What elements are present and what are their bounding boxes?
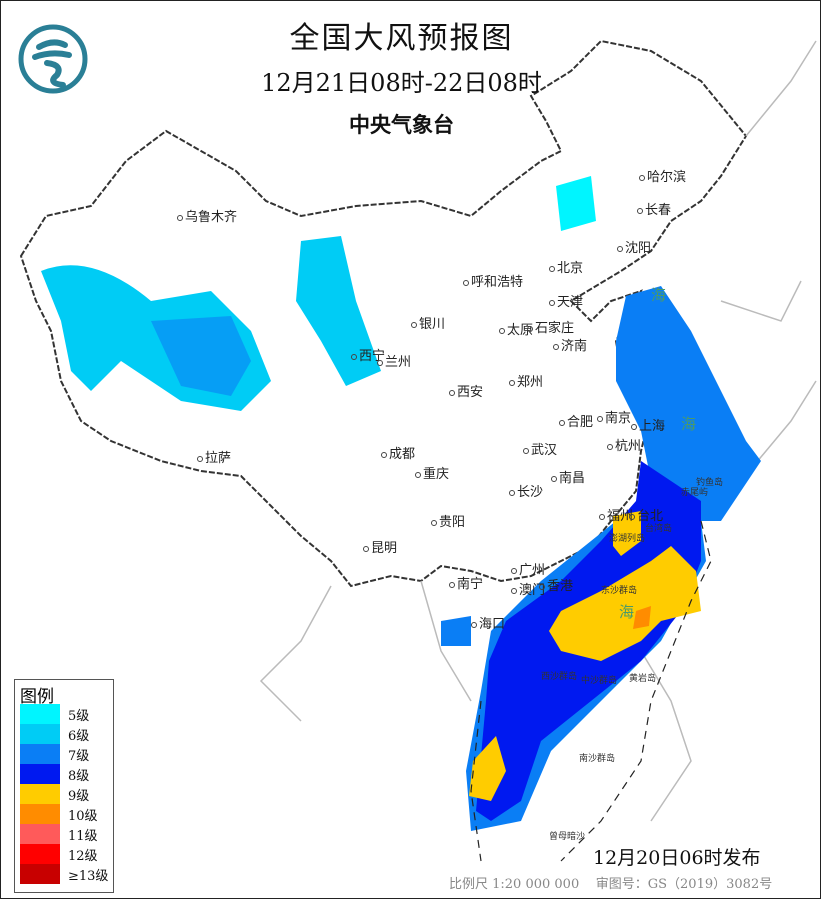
city-label: 长春: [637, 199, 671, 218]
legend-swatch: [20, 864, 60, 884]
legend-item: 7级: [15, 744, 113, 764]
legend-item: 10级: [15, 804, 113, 824]
island-label: 赤尾屿: [681, 488, 709, 498]
legend-swatch: [20, 704, 60, 724]
wind-area-10: [633, 606, 651, 629]
city-label: 乌鲁木齐: [177, 206, 237, 225]
wind-area-5-inner-mongolia: [556, 176, 596, 231]
city-label: 长沙: [509, 481, 543, 500]
city-label: 武汉: [523, 439, 557, 458]
city-label: 台北: [629, 505, 663, 524]
island-label: 曾母暗沙: [549, 832, 586, 842]
city-label: 哈尔滨: [639, 166, 686, 185]
island-label: 中沙群岛: [581, 676, 618, 686]
wind-area-7-tibet: [151, 316, 251, 396]
legend-swatch: [20, 804, 60, 824]
city-label: 成都: [381, 443, 415, 462]
legend-item: 8级: [15, 764, 113, 784]
city-label: 昆明: [363, 537, 397, 556]
city-label: 北京: [549, 257, 583, 276]
city-label: 合肥: [559, 411, 593, 430]
issue-time: 12月20日06时发布: [593, 847, 761, 869]
legend-item: 9级: [15, 784, 113, 804]
legend-swatch: [20, 824, 60, 844]
city-label: 拉萨: [197, 447, 231, 466]
sea-label: 海: [681, 415, 697, 433]
island-label: 台湾岛: [645, 524, 673, 534]
legend-item: 12级: [15, 844, 113, 864]
legend-swatch: [20, 764, 60, 784]
city-label: 贵阳: [431, 511, 465, 530]
legend-label: 9级: [68, 788, 90, 804]
island-label: 东沙群岛: [601, 586, 638, 596]
legend-label: 12级: [68, 848, 98, 864]
wind-area-9-south-sea: [549, 546, 701, 661]
city-label: 香港: [539, 575, 573, 594]
island-label: 南沙群岛: [579, 754, 616, 764]
legend-swatch: [20, 844, 60, 864]
map-title: 全国大风预报图: [289, 21, 514, 56]
city-label: 天津: [549, 291, 583, 310]
city-label: 呼和浩特: [463, 271, 523, 290]
legend-label: 11级: [68, 828, 98, 844]
legend-swatch: [20, 744, 60, 764]
map-scale: 比例尺 1:20 000 000: [449, 877, 580, 892]
city-label: 西安: [449, 381, 483, 400]
city-label: 海口: [471, 613, 505, 632]
wind-area-7-hainan-gulf: [441, 616, 471, 646]
legend-label: 8级: [68, 768, 90, 784]
legend-label: 7级: [68, 748, 90, 764]
city-label: 石家庄: [527, 317, 574, 336]
legend-label: ≥13级: [68, 868, 109, 884]
city-label: 重庆: [415, 463, 449, 482]
legend-item: ≥13级: [15, 864, 113, 884]
legend-label: 10级: [68, 808, 98, 824]
wind-area-7-east-coast: [616, 286, 761, 521]
city-label: 郑州: [509, 371, 543, 390]
city-label: 南昌: [551, 467, 585, 486]
neighbor-land-outline: [259, 40, 817, 822]
city-label: 沈阳: [617, 237, 651, 256]
wind-area-9-south-vietnam-coast: [469, 736, 506, 801]
island-label: 钓鱼岛: [696, 478, 724, 488]
city-label: 杭州: [607, 435, 641, 454]
legend-label: 6级: [68, 728, 90, 744]
island-label: 黄岩岛: [629, 674, 657, 684]
footer-info: 比例尺 1:20 000 000 审图号：GS（2019）3082号: [449, 873, 772, 892]
nine-dash-line: [470, 520, 712, 862]
legend-swatch: [20, 724, 60, 744]
city-label: 兰州: [377, 351, 411, 370]
legend-item: 11级: [15, 824, 113, 844]
legend-label: 5级: [68, 708, 90, 724]
legend-swatch: [20, 784, 60, 804]
city-label: 南京: [597, 407, 631, 426]
sea-label: 海: [619, 603, 635, 621]
legend-title: 图例: [20, 687, 54, 707]
island-label: 西沙群岛: [541, 672, 578, 682]
cma-logo-icon: [18, 24, 88, 94]
city-label: 南宁: [449, 573, 483, 592]
valid-period: 12月21日08时-22日08时: [261, 69, 542, 97]
city-label: 上海: [631, 415, 665, 434]
legend-item: 5级: [15, 704, 113, 724]
legend: 图例 5级 6级 7级 8级 9级 10级 11级 12级 ≥13级: [14, 679, 114, 893]
sea-label: 海: [651, 286, 667, 304]
legend-item: 6级: [15, 724, 113, 744]
city-label: 银川: [411, 313, 445, 332]
issuer: 中央气象台: [349, 112, 454, 137]
city-label: 济南: [553, 335, 587, 354]
island-label: 澎湖列岛: [609, 534, 646, 544]
city-label: 福州: [599, 505, 633, 524]
map-approval-number: 审图号：GS（2019）3082号: [595, 877, 773, 892]
